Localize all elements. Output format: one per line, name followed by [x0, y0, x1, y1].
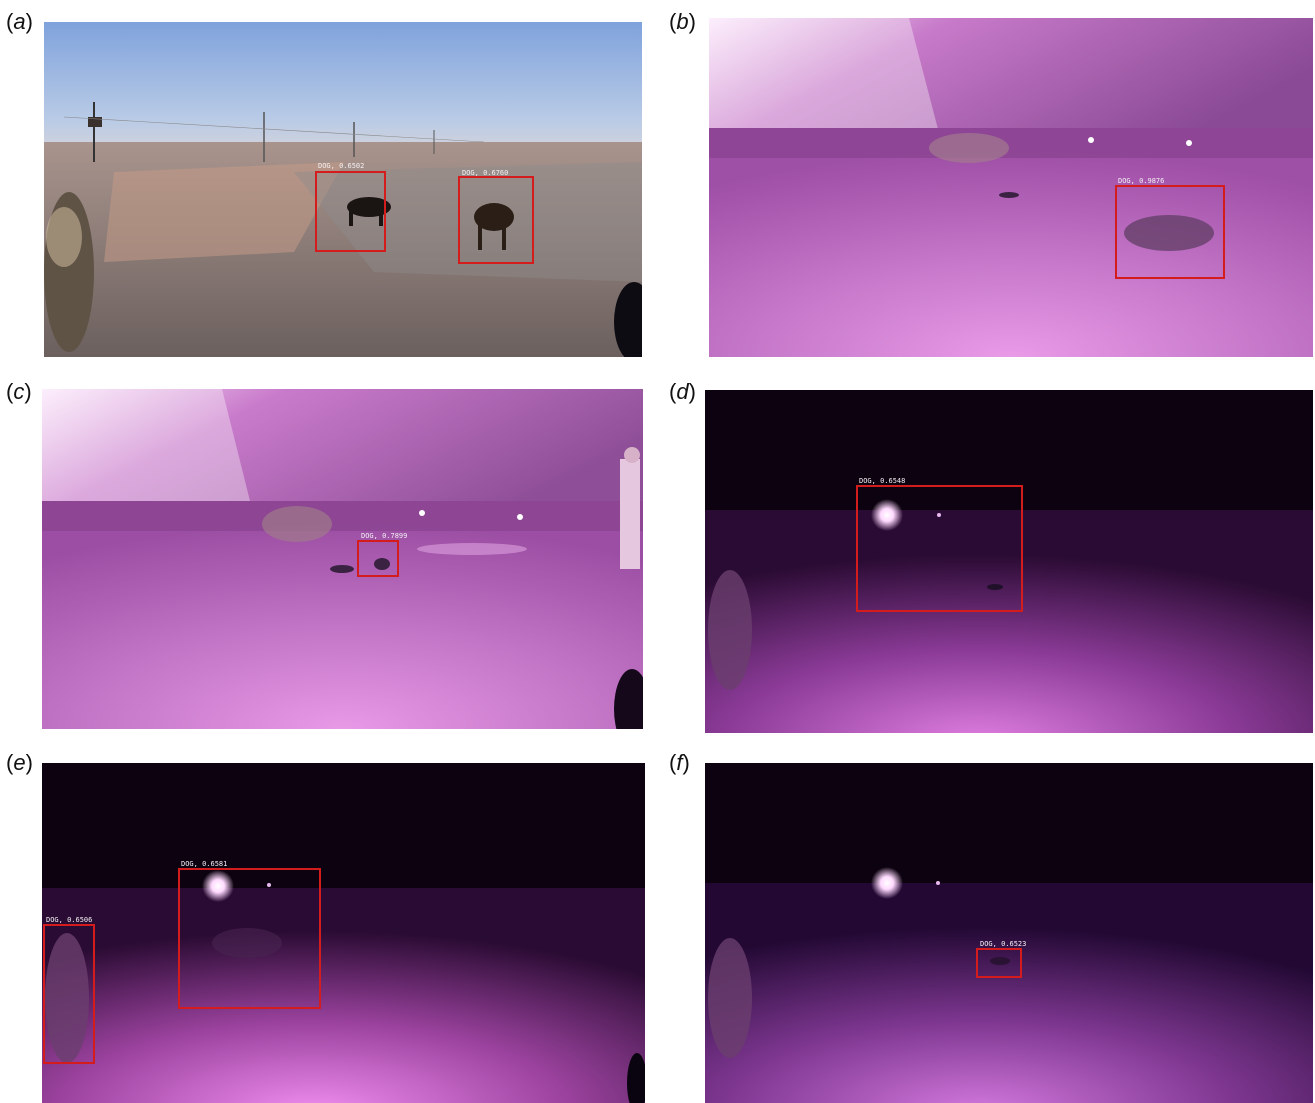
detection-label: DOG, 0.6502	[318, 162, 365, 170]
panel-a-photo	[44, 22, 642, 357]
panel-d-photo	[705, 390, 1313, 733]
panel-label-b: (b)	[669, 9, 696, 34]
detection-label: DOG, 0.6760	[462, 169, 509, 177]
detection-label: DOG, 0.6548	[859, 477, 906, 485]
panel-label-f: (f)	[669, 750, 690, 775]
panel-label-a: (a)	[6, 9, 33, 34]
detection-box	[458, 176, 534, 264]
detection-label: DOG, 0.6523	[980, 940, 1027, 948]
panel-c-photo	[42, 389, 643, 729]
panel-label-e: (e)	[6, 750, 33, 775]
detection-label: DOG, 0.9876	[1118, 177, 1165, 185]
detection-label: DOG, 0.7899	[361, 532, 408, 540]
panel-f-photo	[705, 763, 1313, 1103]
detection-box	[315, 171, 386, 252]
panel-b-photo	[709, 18, 1313, 357]
panel-e-photo	[42, 763, 645, 1103]
detection-box	[1115, 185, 1225, 279]
panel-label-d: (d)	[669, 379, 696, 404]
detection-box	[178, 868, 321, 1009]
panel-label-c: (c)	[6, 379, 32, 404]
detection-box	[856, 485, 1023, 612]
detection-box	[357, 540, 399, 577]
detection-label: DOG, 0.6581	[181, 860, 228, 868]
detection-box	[43, 924, 95, 1064]
detection-box	[976, 948, 1022, 978]
detection-label: DOG, 0.6506	[46, 916, 93, 924]
